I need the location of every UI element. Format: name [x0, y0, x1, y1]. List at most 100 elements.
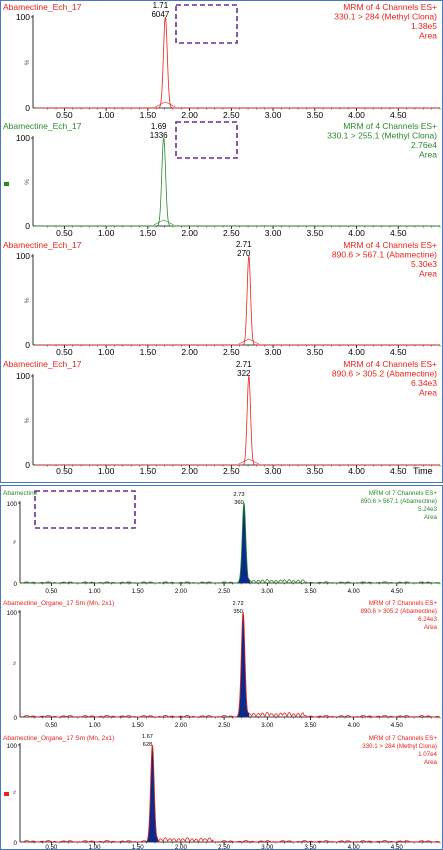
peak-baseline	[153, 219, 174, 226]
channel-header-line: 6.34e3	[411, 378, 437, 388]
y-tick-label: 100	[16, 251, 30, 261]
peak-area-label: 270	[237, 249, 251, 258]
channel-header-line: MRM of 7 Channels ES+	[369, 600, 438, 607]
channel-header-line: 890.6 > 567.1 (Abamectine)	[332, 250, 437, 260]
x-tick-label: 1.00	[98, 110, 115, 120]
x-tick-label: 1.00	[89, 588, 102, 595]
x-tick-label: 0.50	[56, 228, 73, 238]
x-tick-label: 0.50	[56, 466, 73, 476]
x-tick-label: 2.50	[223, 228, 240, 238]
peak-baseline	[238, 458, 260, 465]
x-tick-label: 1.50	[132, 844, 145, 850]
x-tick-label: 1.50	[140, 466, 157, 476]
x-tick-label: 1.00	[98, 466, 115, 476]
x-tick-label: 1.50	[140, 228, 157, 238]
channel-header-line: 330.1 > 284 (Methyl Clona)	[334, 12, 437, 22]
channel-header-line: Area	[424, 624, 438, 631]
x-tick-label: 0.50	[56, 110, 73, 120]
x-tick-label: 3.50	[304, 588, 317, 595]
x-tick-label: 3.00	[265, 466, 282, 476]
x-tick-label: 3.50	[307, 110, 324, 120]
channel-header-line: MRM of 7 Channels ES+	[369, 490, 438, 497]
x-tick-label: 3.00	[261, 844, 274, 850]
y-tick-label: 100	[7, 610, 18, 617]
x-tick-label: 3.00	[265, 347, 282, 357]
time-axis-label: Time	[413, 466, 433, 476]
y-tick-label: 0	[14, 715, 18, 722]
integrated-peak-area	[237, 503, 251, 583]
x-tick-label: 4.50	[391, 844, 404, 850]
channel-header-line: 5.24e3	[418, 506, 437, 513]
y-tick-label: 100	[7, 743, 18, 750]
channel-header-line: 890.6 > 567.1 (Abamectine)	[360, 498, 437, 505]
x-tick-label: 2.00	[181, 466, 198, 476]
x-tick-label: 1.50	[140, 347, 157, 357]
peak-area-label: 360	[234, 500, 244, 506]
sample-name: Abamectine	[3, 490, 38, 497]
y-tick-label: 0	[25, 103, 30, 113]
x-tick-label: 2.00	[181, 347, 198, 357]
x-tick-label: 4.00	[348, 228, 365, 238]
x-tick-label: 4.00	[348, 466, 365, 476]
x-tick-label: 4.50	[390, 228, 407, 238]
channel-header-line: 330.1 > 255.1 (Methyl Clona)	[327, 131, 437, 141]
x-tick-label: 3.00	[265, 110, 282, 120]
sample-name: Abamectine_Organe_17 Sm (Mn, 2x1)	[3, 735, 114, 742]
x-tick-label: 4.50	[390, 110, 407, 120]
peak-rt-label: 1.69	[151, 122, 167, 131]
y-tick-label: %	[12, 540, 17, 544]
channel-header-line: Area	[424, 759, 438, 766]
y-tick-label: %	[24, 179, 31, 185]
peak-baseline	[155, 101, 176, 108]
x-tick-label: 2.00	[175, 844, 188, 850]
x-tick-label: 4.00	[348, 722, 361, 729]
x-tick-label: 1.00	[98, 228, 115, 238]
x-tick-label: 4.50	[390, 347, 407, 357]
y-tick-label: 100	[7, 501, 18, 508]
x-tick-label: 3.50	[307, 228, 324, 238]
trace-line	[21, 744, 441, 843]
channel-marker-red	[4, 792, 9, 796]
x-tick-label: 3.50	[307, 347, 324, 357]
channel-marker-green	[4, 182, 9, 186]
channel-header-line: 890.6 > 305.2 (Abamectine)	[332, 369, 437, 379]
channel-header-line: Area	[419, 388, 437, 398]
x-tick-label: 2.50	[218, 844, 231, 850]
trace-line	[21, 611, 441, 718]
x-tick-label: 2.50	[223, 110, 240, 120]
peak-rt-label: 2.71	[236, 360, 252, 369]
channel-header-line: Area	[419, 31, 437, 41]
x-tick-label: 4.50	[390, 466, 407, 476]
x-tick-label: 3.00	[261, 722, 274, 729]
x-tick-label: 3.50	[304, 722, 317, 729]
chromatogram-trace-5: Abamectine MRM of 7 Channels ES+890.6 > 5…	[3, 490, 441, 595]
y-tick-label: %	[12, 661, 17, 665]
y-tick-label: 0	[14, 581, 18, 588]
y-tick-label: %	[24, 417, 31, 423]
channel-header-line: 890.6 > 305.2 (Abamectine)	[360, 608, 437, 615]
peak-area-label: 322	[237, 369, 251, 378]
channel-header-line: Area	[419, 269, 437, 279]
x-tick-label: 2.50	[223, 347, 240, 357]
x-tick-label: 2.50	[218, 588, 231, 595]
x-tick-label: 2.00	[175, 722, 188, 729]
chromatogram-trace-1: Abamectine_Ech_17 MRM of 4 Channels ES+33…	[3, 1, 441, 120]
channel-header-line: MRM of 4 Channels ES+	[343, 240, 437, 250]
x-tick-label: 1.50	[132, 588, 145, 595]
trace-line	[36, 375, 440, 466]
channel-header-line: 1.07e4	[418, 751, 437, 758]
peak-area-label: 628	[143, 742, 153, 748]
x-tick-label: 0.50	[45, 588, 58, 595]
x-tick-label: 1.00	[89, 722, 102, 729]
x-tick-label: 0.50	[45, 722, 58, 729]
channel-header-line: 5.30e3	[411, 259, 437, 269]
x-tick-label: 2.50	[218, 722, 231, 729]
chromatogram-trace-7: Abamectine_Organe_17 Sm (Mn, 2x1) MRM of …	[3, 734, 441, 850]
peak-rt-label: 2.72	[233, 601, 244, 607]
channel-header-line: 2.76e4	[411, 140, 437, 150]
x-tick-label: 2.00	[181, 228, 198, 238]
sample-name: Abamectine_Organe_17 Sm (Mn, 2x1)	[3, 600, 114, 607]
x-tick-label: 3.50	[304, 844, 317, 850]
channel-header-line: MRM of 7 Channels ES+	[369, 735, 438, 742]
